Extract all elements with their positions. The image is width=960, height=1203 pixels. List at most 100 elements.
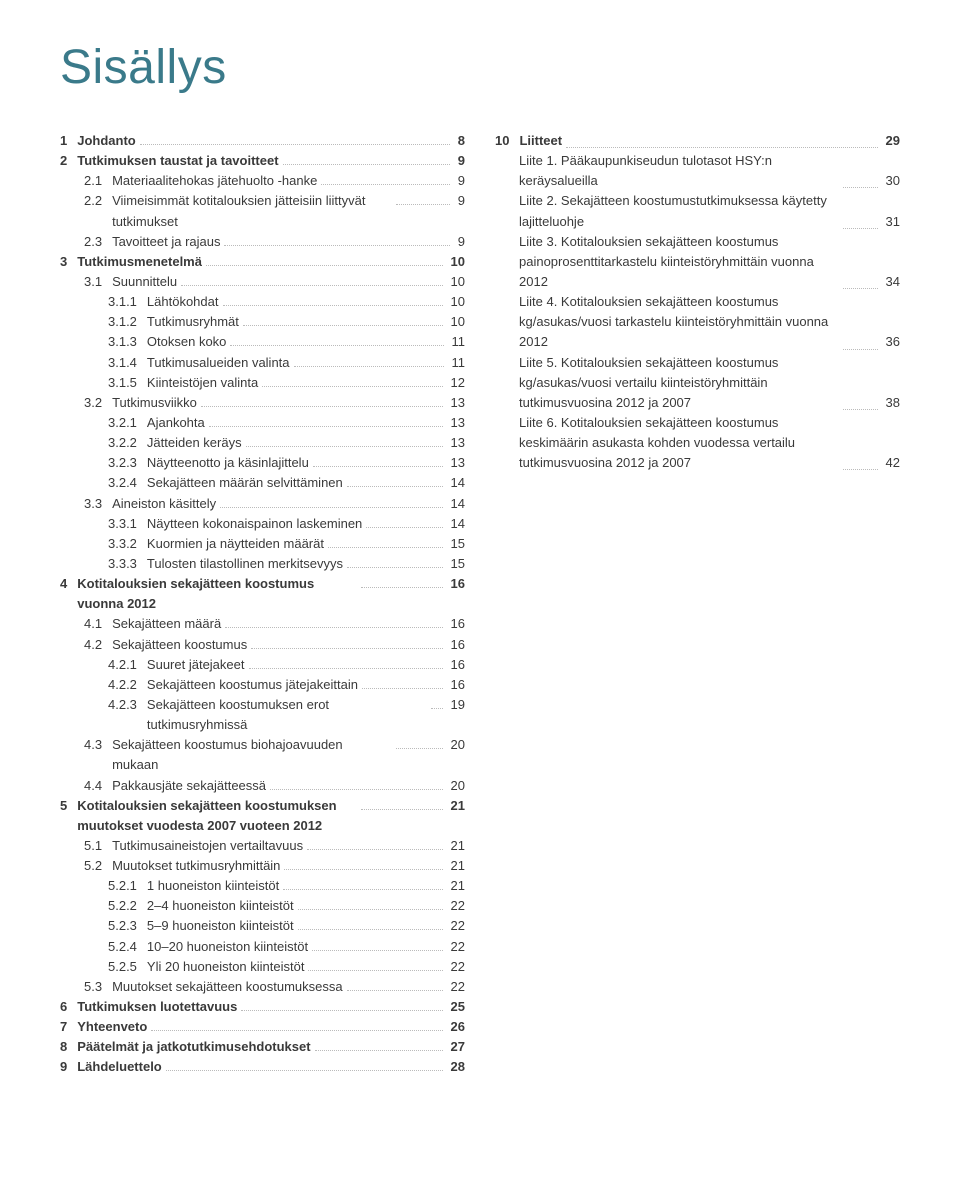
toc-leader bbox=[347, 567, 443, 568]
toc-page: 22 bbox=[447, 977, 465, 997]
toc-page: 21 bbox=[447, 876, 465, 896]
toc-label: Liite 5. Kotitalouksien sekajätteen koos… bbox=[519, 353, 839, 413]
toc-number: 4.2 bbox=[84, 635, 112, 655]
toc-entry: 3.3.1Näytteen kokonaispainon laskeminen1… bbox=[60, 514, 465, 534]
toc-leader bbox=[206, 265, 443, 266]
toc-number: 3 bbox=[60, 252, 77, 272]
toc-leader bbox=[308, 970, 442, 971]
toc-label: Sekajätteen koostumus jätejakeittain bbox=[147, 675, 358, 695]
toc-page: 13 bbox=[447, 453, 465, 473]
toc-page: 16 bbox=[447, 614, 465, 634]
toc-page: 42 bbox=[882, 453, 900, 473]
toc-number: 3.1.2 bbox=[108, 312, 147, 332]
toc-number: 4.2.2 bbox=[108, 675, 147, 695]
toc-leader bbox=[283, 889, 442, 890]
toc-page: 22 bbox=[447, 937, 465, 957]
toc-entry: Liite 2. Sekajätteen koostumustutkimukse… bbox=[495, 191, 900, 231]
toc-entry: 2.3Tavoitteet ja rajaus9 bbox=[60, 232, 465, 252]
toc-entry: 4.4Pakkausjäte sekajätteessä20 bbox=[60, 776, 465, 796]
toc-label: Kuormien ja näytteiden määrät bbox=[147, 534, 324, 554]
toc-label: Sekajätteen koostumuksen erot tutkimusry… bbox=[147, 695, 427, 735]
toc-entry: 3.1.5Kiinteistöjen valinta12 bbox=[60, 373, 465, 393]
toc-number: 4.1 bbox=[84, 614, 112, 634]
toc-label: Tutkimusaineistojen vertailtavuus bbox=[112, 836, 303, 856]
toc-page: 22 bbox=[447, 957, 465, 977]
toc-number: 7 bbox=[60, 1017, 77, 1037]
toc-number: 3.1.1 bbox=[108, 292, 147, 312]
toc-leader bbox=[361, 809, 442, 810]
toc-number: 5.2 bbox=[84, 856, 112, 876]
toc-entry: 4.3Sekajätteen koostumus biohajoavuuden … bbox=[60, 735, 465, 775]
toc-entry: 5.2.11 huoneiston kiinteistöt21 bbox=[60, 876, 465, 896]
toc-page: 16 bbox=[447, 675, 465, 695]
toc-label: Liite 1. Pääkaupunkiseudun tulotasot HSY… bbox=[519, 151, 839, 191]
toc-number: 5 bbox=[60, 796, 77, 816]
toc-label: Päätelmät ja jatkotutkimusehdotukset bbox=[77, 1037, 310, 1057]
toc-entry: 4.2.1Suuret jätejakeet16 bbox=[60, 655, 465, 675]
toc-leader bbox=[347, 486, 443, 487]
toc-entry: 3.2.1Ajankohta13 bbox=[60, 413, 465, 433]
toc-page: 20 bbox=[447, 776, 465, 796]
toc-label: Muutokset sekajätteen koostumuksessa bbox=[112, 977, 343, 997]
toc-label: 2–4 huoneiston kiinteistöt bbox=[147, 896, 294, 916]
toc-leader bbox=[249, 668, 443, 669]
toc-leader bbox=[251, 648, 442, 649]
toc-number: 5.2.1 bbox=[108, 876, 147, 896]
toc-number: 3.2.1 bbox=[108, 413, 147, 433]
toc-number: 4 bbox=[60, 574, 77, 594]
toc-label: Tutkimusryhmät bbox=[147, 312, 239, 332]
toc-entry: 7Yhteenveto26 bbox=[60, 1017, 465, 1037]
toc-entry: Liite 4. Kotitalouksien sekajätteen koos… bbox=[495, 292, 900, 352]
toc-right-column: 10Liitteet29Liite 1. Pääkaupunkiseudun t… bbox=[495, 131, 900, 1078]
toc-leader bbox=[262, 386, 442, 387]
toc-label: Tutkimuksen taustat ja tavoitteet bbox=[77, 151, 278, 171]
toc-page: 21 bbox=[447, 796, 465, 816]
toc-entry: 5.2Muutokset tutkimusryhmittäin21 bbox=[60, 856, 465, 876]
toc-number: 9 bbox=[60, 1057, 77, 1077]
toc-left-column: 1Johdanto82Tutkimuksen taustat ja tavoit… bbox=[60, 131, 465, 1078]
toc-leader bbox=[396, 748, 442, 749]
toc-page: 16 bbox=[447, 635, 465, 655]
toc-label: Suunnittelu bbox=[112, 272, 177, 292]
toc-entry: Liite 5. Kotitalouksien sekajätteen koos… bbox=[495, 353, 900, 413]
toc-entry: 6Tutkimuksen luotettavuus25 bbox=[60, 997, 465, 1017]
toc-number: 5.3 bbox=[84, 977, 112, 997]
toc-entry: 5.2.5Yli 20 huoneiston kiinteistöt22 bbox=[60, 957, 465, 977]
toc-number: 3.1.4 bbox=[108, 353, 147, 373]
toc-entry: 4.2.3Sekajätteen koostumuksen erot tutki… bbox=[60, 695, 465, 735]
toc-number: 5.1 bbox=[84, 836, 112, 856]
toc-number: 3.2.3 bbox=[108, 453, 147, 473]
toc-page: 13 bbox=[447, 433, 465, 453]
toc-page: 19 bbox=[447, 695, 465, 715]
toc-page: 10 bbox=[447, 272, 465, 292]
toc-page: 15 bbox=[447, 534, 465, 554]
toc-number: 3.1 bbox=[84, 272, 112, 292]
toc-page: 22 bbox=[447, 896, 465, 916]
toc-leader bbox=[209, 426, 443, 427]
toc-label: Suuret jätejakeet bbox=[147, 655, 245, 675]
toc-label: Liite 6. Kotitalouksien sekajätteen koos… bbox=[519, 413, 839, 473]
toc-columns: 1Johdanto82Tutkimuksen taustat ja tavoit… bbox=[60, 131, 900, 1078]
toc-leader bbox=[166, 1070, 443, 1071]
toc-label: Liite 4. Kotitalouksien sekajätteen koos… bbox=[519, 292, 839, 352]
toc-page: 31 bbox=[882, 212, 900, 232]
toc-entry: 3.1.3Otoksen koko11 bbox=[60, 332, 465, 352]
toc-label: Jätteiden keräys bbox=[147, 433, 242, 453]
toc-page: 15 bbox=[447, 554, 465, 574]
toc-number: 3.3 bbox=[84, 494, 112, 514]
toc-label: Aineiston käsittely bbox=[112, 494, 216, 514]
toc-entry: 1Johdanto8 bbox=[60, 131, 465, 151]
toc-page: 34 bbox=[882, 272, 900, 292]
toc-leader bbox=[366, 527, 442, 528]
toc-leader bbox=[431, 708, 443, 709]
toc-label: Näytteen kokonaispainon laskeminen bbox=[147, 514, 362, 534]
toc-label: Tavoitteet ja rajaus bbox=[112, 232, 220, 252]
toc-page: 10 bbox=[447, 292, 465, 312]
toc-leader bbox=[243, 325, 443, 326]
toc-number: 2 bbox=[60, 151, 77, 171]
toc-label: Lähdeluettelo bbox=[77, 1057, 162, 1077]
toc-leader bbox=[283, 164, 450, 165]
toc-page: 12 bbox=[447, 373, 465, 393]
toc-number: 3.3.3 bbox=[108, 554, 147, 574]
toc-label: Otoksen koko bbox=[147, 332, 227, 352]
